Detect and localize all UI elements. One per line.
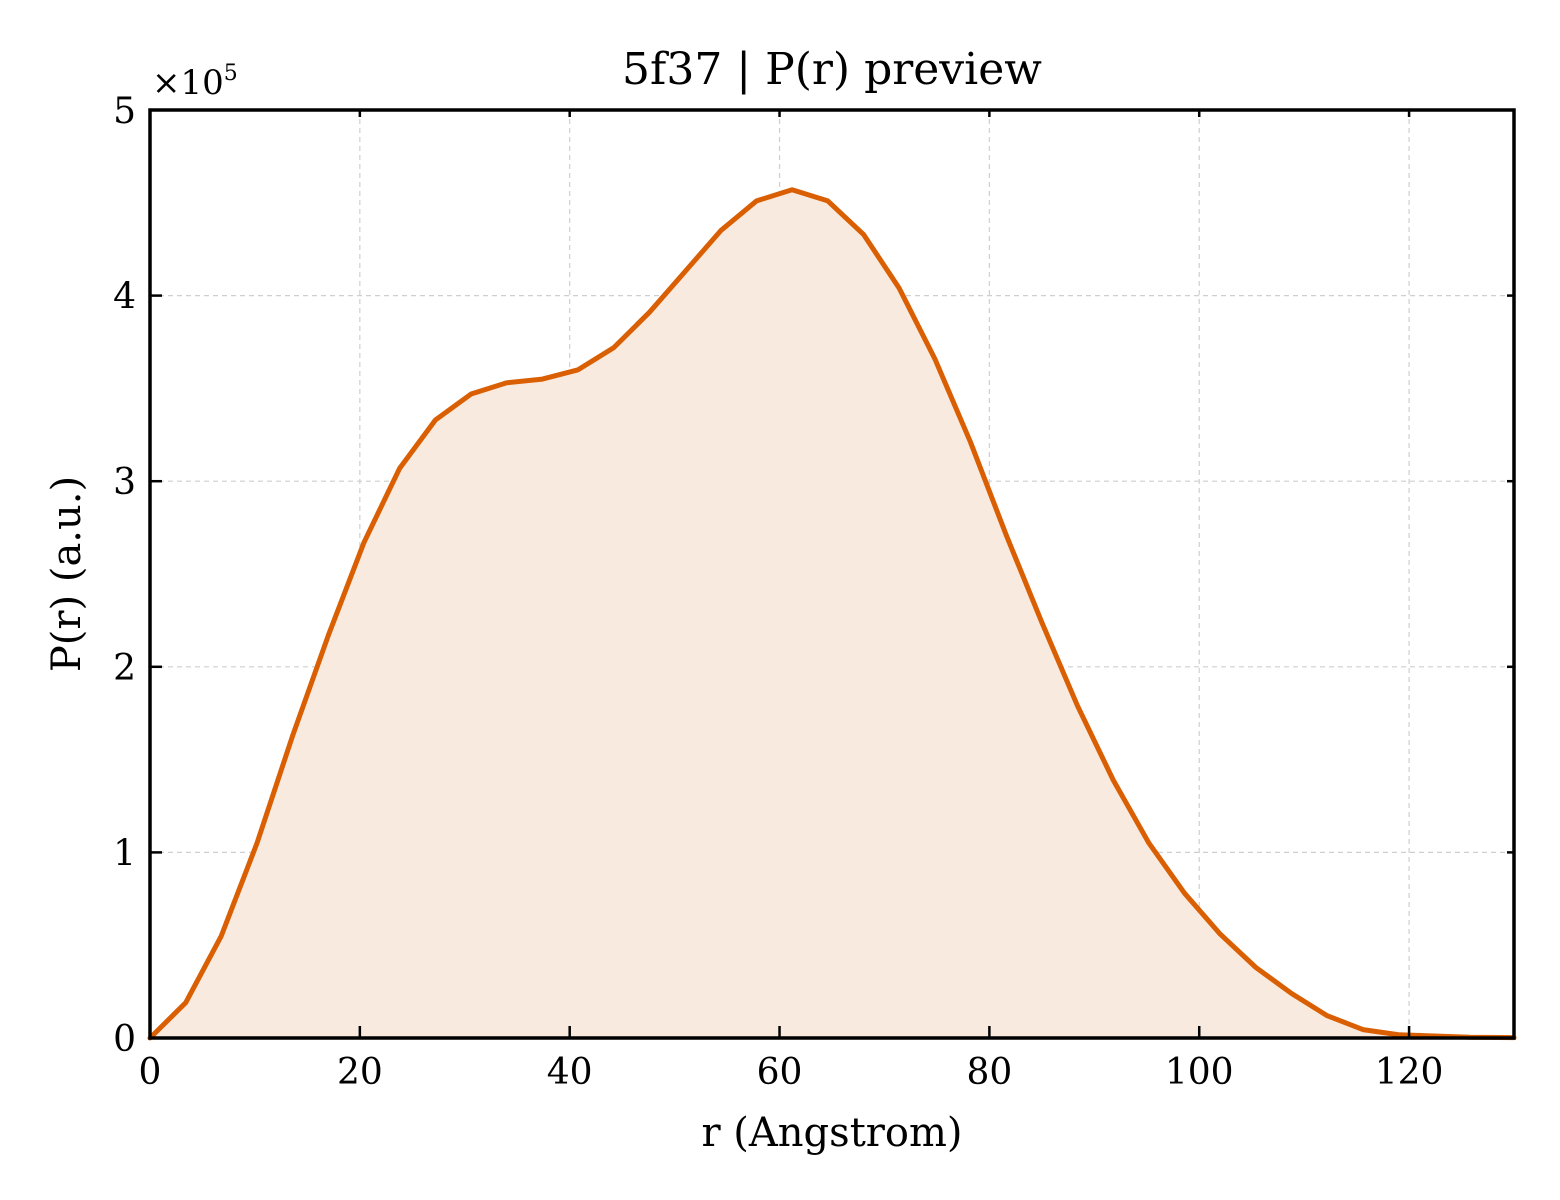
pr-series-line bbox=[147, 187, 1517, 1041]
y-tick-label: 2 bbox=[113, 648, 136, 689]
x-tick-label: 100 bbox=[1165, 1052, 1234, 1093]
chart-title: 5f37 | P(r) preview bbox=[622, 44, 1042, 95]
x-tick-label: 60 bbox=[757, 1052, 803, 1093]
pr-area-fill bbox=[150, 189, 1514, 1039]
y-tick-label: 3 bbox=[113, 462, 136, 503]
y-tick-label: 5 bbox=[113, 91, 136, 132]
tick-labels: 0 20 40 60 80 100 120 0 1 2 3 4 5 bbox=[113, 91, 1443, 1093]
y-axis-multiplier: ×105 bbox=[152, 61, 238, 103]
x-tick-label: 40 bbox=[547, 1052, 593, 1093]
y-axis-multiplier-exponent: 5 bbox=[224, 61, 238, 86]
x-tick-label: 120 bbox=[1375, 1052, 1444, 1093]
y-tick-label: 4 bbox=[113, 277, 136, 318]
x-axis-label: r (Angstrom) bbox=[701, 1110, 962, 1156]
y-tick-label: 1 bbox=[113, 833, 136, 874]
x-tick-label: 0 bbox=[139, 1052, 162, 1093]
x-tick-label: 20 bbox=[337, 1052, 383, 1093]
y-axis-multiplier-base: ×10 bbox=[152, 63, 224, 103]
x-tick-label: 80 bbox=[966, 1052, 1012, 1093]
y-axis-label: P(r) (a.u.) bbox=[44, 476, 90, 672]
plot-frame bbox=[148, 108, 1516, 1040]
y-tick-label: 0 bbox=[113, 1019, 136, 1060]
